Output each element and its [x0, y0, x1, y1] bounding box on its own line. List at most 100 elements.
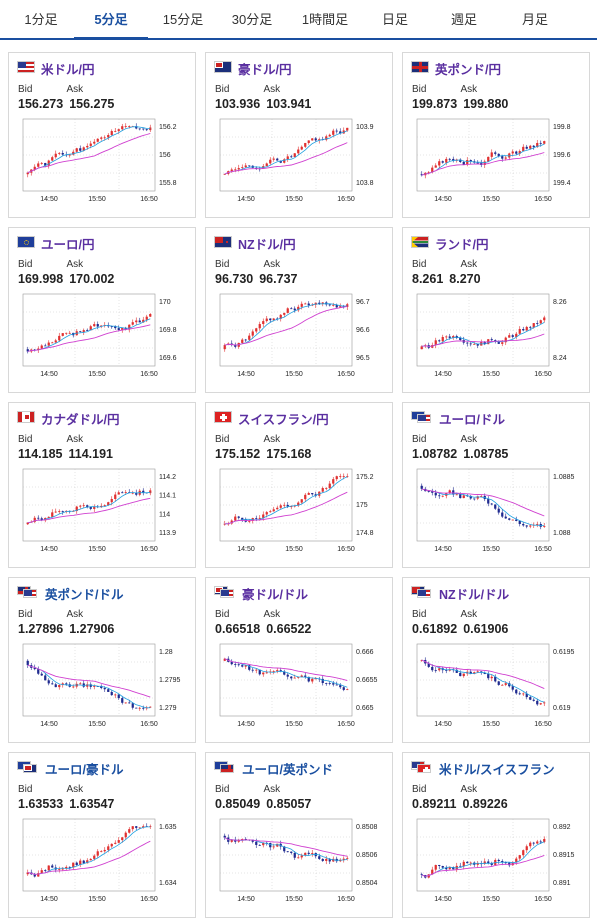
- tab-4[interactable]: 1時間足: [301, 12, 349, 27]
- tab-3[interactable]: 30分足: [231, 12, 273, 27]
- candle-down: [145, 129, 148, 131]
- pair-name[interactable]: ユーロ/円: [41, 237, 95, 252]
- x-tick-label: 15:50: [88, 896, 106, 903]
- candlestick-chart[interactable]: 1.635 1.634 14:50 15:50 16:50: [17, 815, 187, 909]
- candle-down: [469, 159, 472, 162]
- bid-label: Bid: [215, 434, 230, 445]
- ask-label: Ask: [263, 259, 281, 270]
- tab-2[interactable]: 15分足: [162, 12, 204, 27]
- candlestick-chart[interactable]: 1.0885 1.088 14:50 15:50 16:50: [411, 465, 581, 559]
- bid-ask-values: 103.936 103.941: [215, 97, 311, 111]
- candle-up: [487, 156, 490, 162]
- pair-name[interactable]: 豪ドル/ドル: [242, 587, 308, 602]
- candlestick-chart[interactable]: 199.8 199.6 199.4 14:50 15:50 16:50: [411, 115, 581, 209]
- candlestick-chart[interactable]: 0.8508 0.8506 0.8504 14:50 15:50 16:50: [214, 815, 384, 909]
- tab-7[interactable]: 月足: [521, 12, 548, 27]
- candle-down: [448, 336, 451, 338]
- pair-name[interactable]: 米ドル/円: [41, 62, 95, 77]
- pair-name[interactable]: ユーロ/ドル: [439, 412, 505, 427]
- pair-name[interactable]: 豪ドル/円: [238, 62, 292, 77]
- card-header: NZドル/ドル: [411, 585, 510, 602]
- rate-card[interactable]: スイスフラン/円 Bid Ask 175.152 175.168 175.2 175 174.…: [205, 402, 393, 568]
- bid-ask-labels: Bid Ask: [215, 784, 280, 795]
- candle-down: [490, 863, 493, 865]
- candle-down: [501, 860, 504, 863]
- chart-svg: 156.2 156 155.8 14:50 15:50 16:50: [22, 118, 177, 203]
- pair-name[interactable]: NZドル/円: [238, 237, 296, 252]
- candle-up: [293, 677, 296, 679]
- candle-up: [276, 507, 279, 510]
- candle-up: [82, 147, 85, 151]
- rate-card[interactable]: カナダドル/円 Bid Ask 114.185 114.191 114.2 114.1 114…: [8, 402, 196, 568]
- rate-card[interactable]: ユーロ/ドル Bid Ask 1.08782 1.08785 1.0885 1.088 14:…: [402, 402, 590, 568]
- rate-card[interactable]: 豪ドル/円 Bid Ask 103.936 103.941 103.9 103.8 14:50…: [205, 52, 393, 218]
- candle-down: [75, 862, 78, 865]
- candle-up: [110, 131, 113, 135]
- rate-card[interactable]: 米ドル/スイスフラン Bid Ask 0.89211 0.89226 0.892 0.891…: [402, 752, 590, 918]
- candlestick-chart[interactable]: 8.26 8.24 14:50 15:50 16:50: [411, 290, 581, 384]
- candlestick-chart[interactable]: 175.2 175 174.8 14:50 15:50 16:50: [214, 465, 384, 559]
- candlestick-chart[interactable]: 156.2 156 155.8 14:50 15:50 16:50: [17, 115, 187, 209]
- candle-up: [72, 686, 75, 688]
- x-tick-label: 16:50: [337, 896, 355, 903]
- rate-card[interactable]: ユーロ/豪ドル Bid Ask 1.63533 1.63547 1.635 1.634 14:…: [8, 752, 196, 918]
- pair-name[interactable]: 英ポンド/ドル: [45, 587, 124, 602]
- tab-0[interactable]: 1分足: [24, 12, 58, 27]
- pair-name[interactable]: ランド/円: [435, 237, 489, 252]
- rate-card[interactable]: ユーロ/円 Bid Ask 169.998 170.002 170 169.8 169.6 14…: [8, 227, 196, 393]
- ma-short-line: [27, 664, 151, 709]
- rate-card[interactable]: 英ポンド/円 Bid Ask 199.873 199.880 199.8 199.6 199.…: [402, 52, 590, 218]
- candlestick-chart[interactable]: 170 169.8 169.6 14:50 15:50 16:50: [17, 290, 187, 384]
- candle-up: [518, 329, 521, 334]
- candle-up: [269, 511, 272, 513]
- pair-name[interactable]: スイスフラン/円: [238, 412, 329, 427]
- candle-up: [93, 855, 96, 859]
- candle-up: [230, 169, 233, 172]
- candlestick-chart[interactable]: 96.7 96.6 96.5 14:50 15:50 16:50: [214, 290, 384, 384]
- y-tick-label: 0.619: [553, 705, 571, 712]
- candle-up: [149, 490, 152, 494]
- candle-up: [501, 342, 504, 344]
- rate-card[interactable]: NZドル/ドル Bid Ask 0.61892 0.61906 0.6195 0.619 14…: [402, 577, 590, 743]
- candlestick-chart[interactable]: 103.9 103.8 14:50 15:50 16:50: [214, 115, 384, 209]
- candle-up: [72, 862, 75, 868]
- candle-up: [272, 318, 275, 321]
- candlestick-chart[interactable]: 114.2 114.1 114 113.9 14:50 15:50 16:50: [17, 465, 187, 559]
- candle-down: [532, 842, 535, 844]
- rate-card[interactable]: ランド/円 Bid Ask 8.261 8.270 8.26 8.24 14:50 15:50 1…: [402, 227, 590, 393]
- y-tick-label: 155.8: [159, 180, 177, 187]
- bid-label: Bid: [18, 434, 33, 445]
- pair-name[interactable]: ユーロ/英ポンド: [242, 762, 333, 777]
- candlestick-chart[interactable]: 0.6195 0.619 14:50 15:50 16:50: [411, 640, 581, 734]
- candlestick-chart[interactable]: 0.666 0.6655 0.665 14:50 15:50 16:50: [214, 640, 384, 734]
- pair-name[interactable]: ユーロ/豪ドル: [45, 762, 124, 777]
- rate-card[interactable]: 英ポンド/ドル Bid Ask 1.27896 1.27906 1.28 1.2795 1.2…: [8, 577, 196, 743]
- rate-card[interactable]: 豪ドル/ドル Bid Ask 0.66518 0.66522 0.666 0.6655 0.6…: [205, 577, 393, 743]
- tab-5[interactable]: 日足: [381, 12, 408, 27]
- rate-card-grid: 米ドル/円 Bid Ask 156.273 156.275 156.2 156 155.8 14…: [8, 52, 592, 918]
- y-tick-label: 199.6: [553, 152, 571, 159]
- flag-icon: [214, 236, 232, 250]
- rate-card[interactable]: NZドル/円 Bid Ask 96.730 96.737 96.7 96.6 96.5 14:5…: [205, 227, 393, 393]
- candlestick-chart[interactable]: 0.892 0.8915 0.891 14:50 15:50 16:50: [411, 815, 581, 909]
- bid-value: 1.08782: [412, 447, 458, 461]
- rate-card[interactable]: ユーロ/英ポンド Bid Ask 0.85049 0.85057 0.8508 0.8506…: [205, 752, 393, 918]
- pair-name[interactable]: 英ポンド/円: [435, 62, 501, 77]
- flag-icon: [17, 586, 39, 600]
- x-tick-label: 14:50: [237, 371, 255, 378]
- candle-down: [304, 675, 307, 677]
- bid-value: 0.66518: [215, 622, 261, 636]
- candle-down: [441, 161, 444, 163]
- pair-name[interactable]: カナダドル/円: [41, 412, 120, 427]
- candle-down: [82, 860, 85, 864]
- tab-6[interactable]: 週足: [450, 12, 477, 27]
- candle-up: [441, 336, 444, 342]
- candle-up: [89, 858, 92, 861]
- rate-card[interactable]: 米ドル/円 Bid Ask 156.273 156.275 156.2 156 155.8 14…: [8, 52, 196, 218]
- candle-up: [508, 335, 511, 338]
- candlestick-chart[interactable]: 1.28 1.2795 1.279 14:50 15:50 16:50: [17, 640, 187, 734]
- pair-name[interactable]: NZドル/ドル: [439, 587, 510, 602]
- pair-name[interactable]: 米ドル/スイスフラン: [439, 762, 555, 777]
- tab-1[interactable]: 5分足: [74, 0, 148, 40]
- candle-up: [255, 328, 258, 332]
